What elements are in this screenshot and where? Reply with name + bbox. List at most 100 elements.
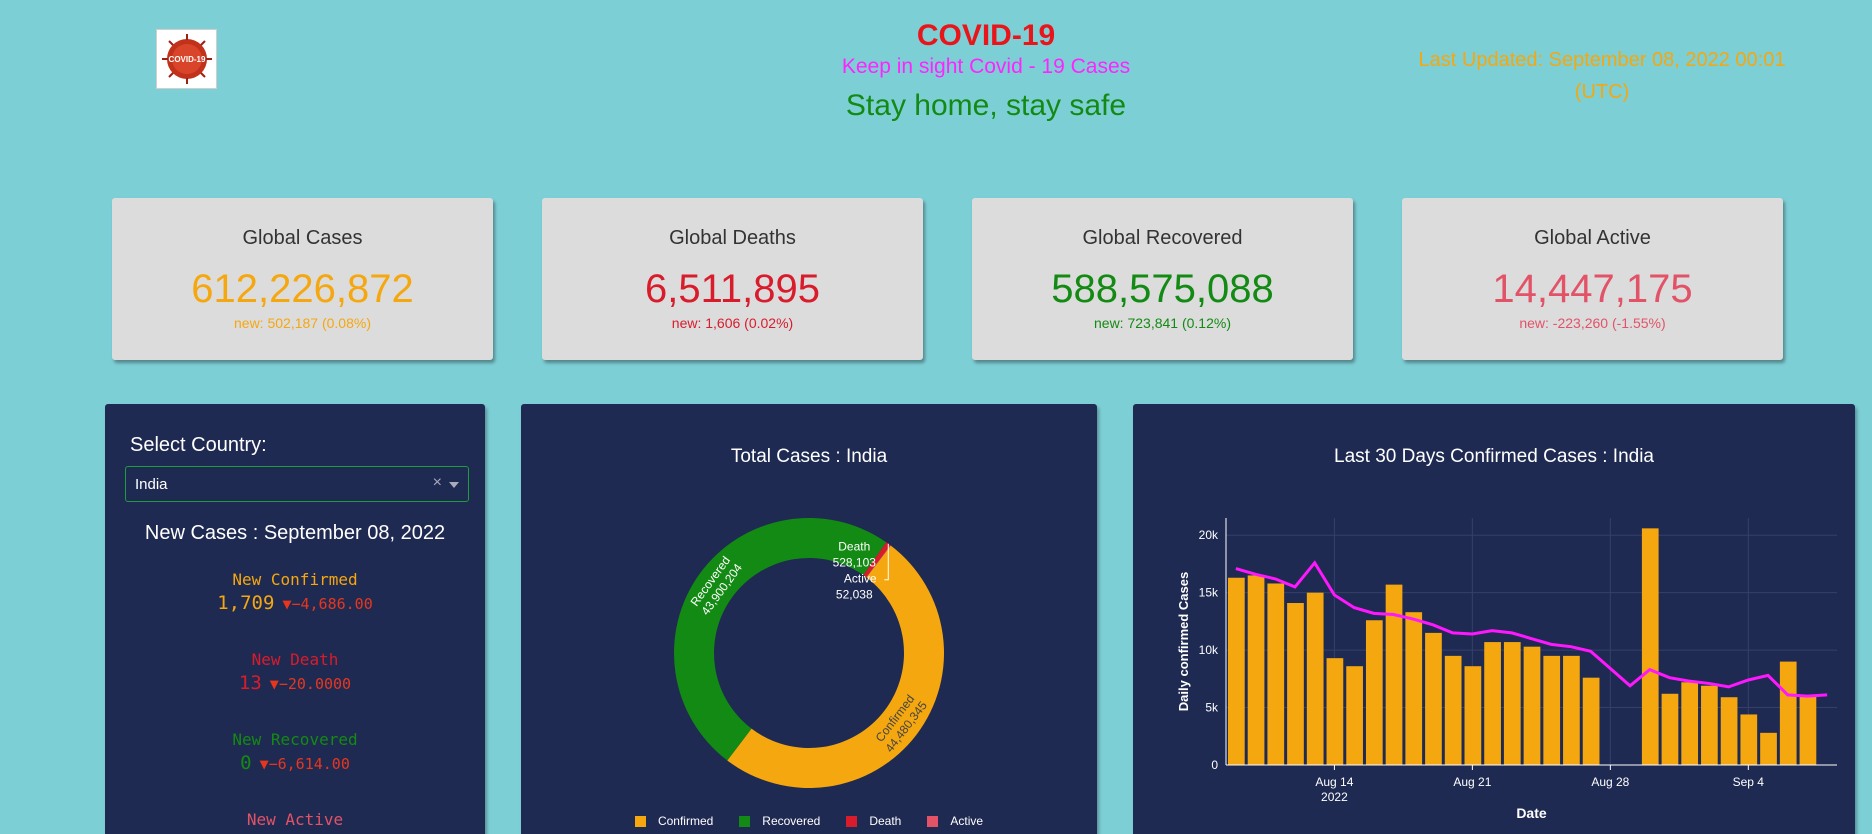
bar[interactable]: [1484, 642, 1501, 765]
legend-item-recovered[interactable]: Recovered: [739, 814, 820, 828]
x-tick-label: Sep 4: [1733, 775, 1765, 789]
global-active-card: Global Active 14,447,175 new: -223,260 (…: [1402, 198, 1783, 360]
new-recovered-metric: New Recovered 0 ▼−6,614.00: [105, 730, 485, 775]
new-confirmed-metric: New Confirmed 1,709 ▼−4,686.00: [105, 570, 485, 615]
bar[interactable]: [1661, 693, 1679, 765]
new-death-metric: New Death 13 ▼−20.0000: [105, 650, 485, 695]
bar[interactable]: [1760, 732, 1777, 765]
pie-slice-death[interactable]: [863, 542, 891, 578]
metric-value: 0: [240, 752, 252, 774]
bar[interactable]: [1701, 685, 1718, 765]
card-label: Global Cases: [242, 227, 363, 249]
y-axis-label: Daily confirmed Cases: [1176, 572, 1191, 711]
card-new: new: 502,187 (0.08%): [234, 315, 371, 331]
country-select-value: India: [135, 476, 168, 493]
donut-chart: Confirmed44,480,345Recovered43,900,204De…: [673, 517, 944, 788]
metric-value: 13: [238, 672, 262, 694]
country-select[interactable]: India ×: [125, 466, 469, 502]
bar[interactable]: [1326, 658, 1344, 765]
select-country-label: Select Country:: [130, 434, 267, 456]
slice-value-label: 528,103: [833, 556, 877, 570]
x-tick-label: Aug 28: [1591, 775, 1629, 789]
bar[interactable]: [1247, 575, 1265, 765]
x-tick-sublabel: 2022: [1321, 790, 1348, 804]
clear-icon[interactable]: ×: [432, 474, 442, 491]
logo-text: COVID-19: [168, 55, 205, 64]
bar[interactable]: [1563, 655, 1580, 765]
bar[interactable]: [1385, 584, 1403, 765]
global-cases-card: Global Cases 612,226,872 new: 502,187 (0…: [112, 198, 493, 360]
legend-swatch: [927, 815, 939, 827]
chart-legend: Confirmed Recovered Death Active: [521, 814, 1097, 828]
legend-item-death[interactable]: Death: [846, 814, 901, 828]
bar[interactable]: [1287, 603, 1304, 765]
tagline: Stay home, stay safe: [845, 89, 1127, 122]
bar[interactable]: [1425, 632, 1442, 765]
x-tick-label: Aug 21: [1453, 775, 1491, 789]
bar[interactable]: [1720, 697, 1738, 765]
bar[interactable]: [1543, 655, 1561, 765]
y-tick-label: 20k: [1199, 528, 1219, 542]
card-new: new: 723,841 (0.12%): [1094, 315, 1231, 331]
bar[interactable]: [1503, 642, 1521, 765]
pie-slice-recovered[interactable]: [673, 517, 887, 761]
legend-item-confirmed[interactable]: Confirmed: [634, 814, 714, 828]
header: COVID-19 Keep in sight Covid - 19 Cases …: [700, 18, 1272, 126]
legend-item-active[interactable]: Active: [927, 814, 983, 828]
slice-label: Active: [844, 572, 877, 586]
bar[interactable]: [1365, 620, 1383, 765]
global-recovered-card: Global Recovered 588,575,088 new: 723,84…: [972, 198, 1353, 360]
pie-slice-confirmed[interactable]: [727, 545, 944, 788]
y-tick-label: 10k: [1199, 643, 1219, 657]
page-title: COVID-19: [916, 19, 1056, 52]
chart-title: Last 30 Days Confirmed Cases : India: [1334, 446, 1654, 467]
bar[interactable]: [1641, 528, 1659, 765]
bar[interactable]: [1228, 577, 1245, 765]
metric-label: New Confirmed: [232, 570, 358, 589]
x-tick-label: Aug 14: [1315, 775, 1353, 789]
legend-label: Death: [869, 814, 902, 828]
bar[interactable]: [1346, 666, 1363, 765]
metric-value: 1,709: [217, 592, 275, 614]
legend-swatch: [634, 815, 646, 827]
card-label: Global Active: [1534, 227, 1651, 249]
legend-label: Recovered: [762, 814, 821, 828]
bar[interactable]: [1740, 714, 1758, 765]
page-subtitle: Keep in sight Covid - 19 Cases: [841, 55, 1131, 78]
card-value: 14,447,175: [1492, 267, 1693, 311]
bar[interactable]: [1405, 612, 1423, 765]
legend-label: Confirmed: [657, 814, 714, 828]
card-value: 6,511,895: [645, 267, 820, 311]
bar[interactable]: [1681, 682, 1699, 765]
card-label: Global Deaths: [669, 227, 796, 249]
chart-title: Total Cases : India: [730, 446, 888, 467]
card-label: Global Recovered: [1082, 227, 1243, 249]
y-tick-label: 0: [1211, 758, 1218, 772]
slice-value-label: 52,038: [836, 588, 873, 602]
bar[interactable]: [1444, 655, 1462, 765]
slice-label: Death: [838, 540, 870, 554]
chevron-down-icon[interactable]: [449, 482, 459, 488]
metric-label: New Active: [246, 810, 344, 829]
legend-swatch: [739, 815, 751, 827]
metric-delta: ▼−6,614.00: [259, 755, 350, 773]
last-30-days-panel: Last 30 Days Confirmed Cases : India 0 5k…: [1133, 404, 1855, 834]
pie-slice-active[interactable]: [866, 545, 891, 578]
metric-delta: ▼−4,686.00: [282, 595, 373, 613]
legend-label: Active: [950, 814, 984, 828]
new-active-metric: New Active: [105, 810, 485, 830]
country-panel: Select Country: India × New Cases : Sept…: [105, 404, 485, 834]
bar[interactable]: [1779, 661, 1797, 765]
bar[interactable]: [1306, 592, 1324, 765]
bar[interactable]: [1582, 677, 1600, 765]
bar[interactable]: [1523, 646, 1541, 765]
covid-logo: COVID-19: [156, 29, 217, 89]
leader-line: [884, 543, 889, 581]
bar[interactable]: [1799, 694, 1817, 765]
last-updated: Last Updated: September 08, 2022 00:01 (…: [1418, 49, 1786, 103]
bar[interactable]: [1464, 666, 1482, 765]
bar[interactable]: [1267, 583, 1285, 765]
legend-swatch: [846, 815, 858, 827]
card-value: 588,575,088: [1051, 267, 1274, 311]
